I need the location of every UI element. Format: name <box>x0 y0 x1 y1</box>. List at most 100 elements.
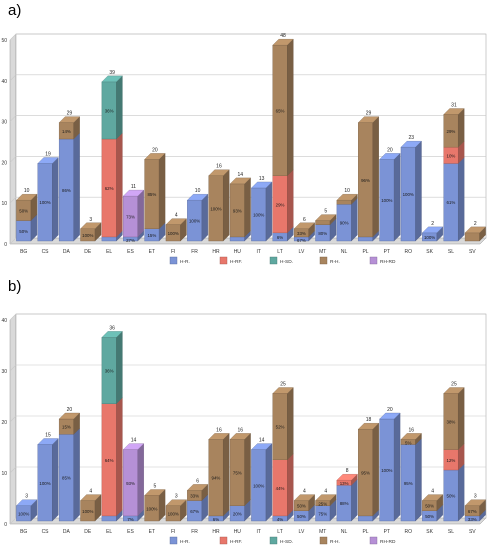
y-tick-label: 20 <box>1 420 7 426</box>
x-tick-label: PL <box>362 249 368 255</box>
segment-label: 100% <box>168 231 179 236</box>
bar-top <box>186 194 209 201</box>
segment-label: 6% <box>277 235 283 240</box>
bar-segment <box>358 515 373 522</box>
bar-total-label: 5 <box>153 484 156 490</box>
bar-top <box>400 433 422 440</box>
bar-segment-side <box>244 433 251 507</box>
gridline-side <box>9 415 17 423</box>
bar-segment-side <box>287 387 294 461</box>
bar-segment-side <box>116 75 123 140</box>
bar-total-label: 10 <box>344 188 350 194</box>
segment-label: 85% <box>62 476 71 481</box>
segment-label: 4% <box>277 517 283 522</box>
segment-label: 33% <box>468 517 477 522</box>
bar-top <box>122 443 145 450</box>
bar-segment-side <box>116 331 123 405</box>
segment-label: 5% <box>405 440 411 445</box>
segment-label: 100% <box>168 511 179 516</box>
y-tick-label: 20 <box>1 160 7 166</box>
gridline-side <box>9 517 17 525</box>
bar-segment-side <box>137 189 144 238</box>
x-tick-label: CS <box>42 529 50 535</box>
y-tick-label: 0 <box>4 522 7 528</box>
side-wall <box>9 33 17 245</box>
bar-total-label: 18 <box>366 417 372 423</box>
segment-label: 100% <box>210 206 221 211</box>
bar-top <box>80 222 102 229</box>
bar-top <box>186 484 209 491</box>
segment-label: 96% <box>361 178 370 183</box>
bar-segment-side <box>223 169 230 242</box>
bar-total-label: 6 <box>303 217 306 223</box>
x-tick-label: PT <box>384 249 390 255</box>
x-tick-label: RO <box>404 529 412 535</box>
bar-total-label: 29 <box>67 111 73 117</box>
gridline-side <box>9 74 17 82</box>
bar-top <box>16 194 38 201</box>
legend-label: R-H. <box>330 539 340 545</box>
x-tick-label: IT <box>256 249 260 255</box>
bar-top <box>37 438 59 445</box>
bar-total-label: 2 <box>431 221 434 227</box>
segment-label: 33% <box>297 231 306 236</box>
x-tick-label: DA <box>63 529 71 535</box>
bar-top <box>293 494 316 501</box>
panel-a-letter: a) <box>8 2 22 19</box>
segment-label: 75% <box>318 511 327 516</box>
segment-label: 50% <box>19 229 28 234</box>
segment-label: 50% <box>425 504 434 509</box>
bar-segment-side <box>393 153 401 242</box>
segment-label: 38% <box>447 420 456 425</box>
x-tick-label: DE <box>84 249 92 255</box>
segment-label: 100% <box>253 212 264 217</box>
x-tick-label: ET <box>149 529 155 535</box>
x-tick-label: DA <box>63 249 71 255</box>
x-tick-label: FI <box>171 249 175 255</box>
segment-label: 65% <box>276 108 285 113</box>
bar-top <box>144 489 166 496</box>
segment-label: 29% <box>276 202 285 207</box>
gridline-side <box>9 196 17 204</box>
gridline-side <box>9 466 17 474</box>
segment-label: 29% <box>447 129 456 134</box>
y-tick-label: 0 <box>4 242 7 248</box>
bar-total-label: 25 <box>280 382 286 388</box>
segment-label: 100% <box>253 483 264 488</box>
legend-swatch <box>319 256 328 265</box>
legend-swatch <box>219 536 228 545</box>
x-tick-label: MT <box>319 249 326 255</box>
bar-total-label: 3 <box>89 217 92 223</box>
x-tick-label: MT <box>319 529 326 535</box>
segment-label: 94% <box>212 476 221 481</box>
segment-label: 100% <box>189 219 200 224</box>
segment-label: 100% <box>39 200 50 205</box>
bar-total-label: 5 <box>324 209 327 215</box>
bar-total-label: 20 <box>387 407 393 413</box>
x-tick-label: SK <box>426 249 433 255</box>
bar-segment <box>358 236 373 242</box>
bar-total-label: 25 <box>451 382 457 388</box>
bar-total-label: 48 <box>280 33 286 39</box>
segment-label: 67% <box>190 509 199 514</box>
bar-segment-side <box>265 443 273 522</box>
segment-label: 100% <box>39 481 50 486</box>
segment-label: 36% <box>105 369 114 374</box>
x-tick-label: FI <box>171 529 175 535</box>
gridline-side <box>9 33 17 41</box>
legend-label: R-H. <box>330 259 340 265</box>
bar-segment-side <box>116 397 123 517</box>
segment-label: 15% <box>62 425 71 430</box>
bar-total-label: 4 <box>431 489 434 495</box>
segment-label: 6% <box>213 517 219 522</box>
x-tick-label: HU <box>234 249 242 255</box>
legend-swatch <box>319 536 328 545</box>
segment-label: 12% <box>447 458 456 463</box>
bar-top <box>101 75 123 83</box>
segment-label: 86% <box>62 188 71 193</box>
bar-total-label: 11 <box>131 184 136 190</box>
legend-swatch <box>269 256 278 265</box>
legend-label: RH-RD <box>380 259 396 265</box>
bar-top <box>122 189 145 197</box>
bar-segment-side <box>351 478 358 522</box>
